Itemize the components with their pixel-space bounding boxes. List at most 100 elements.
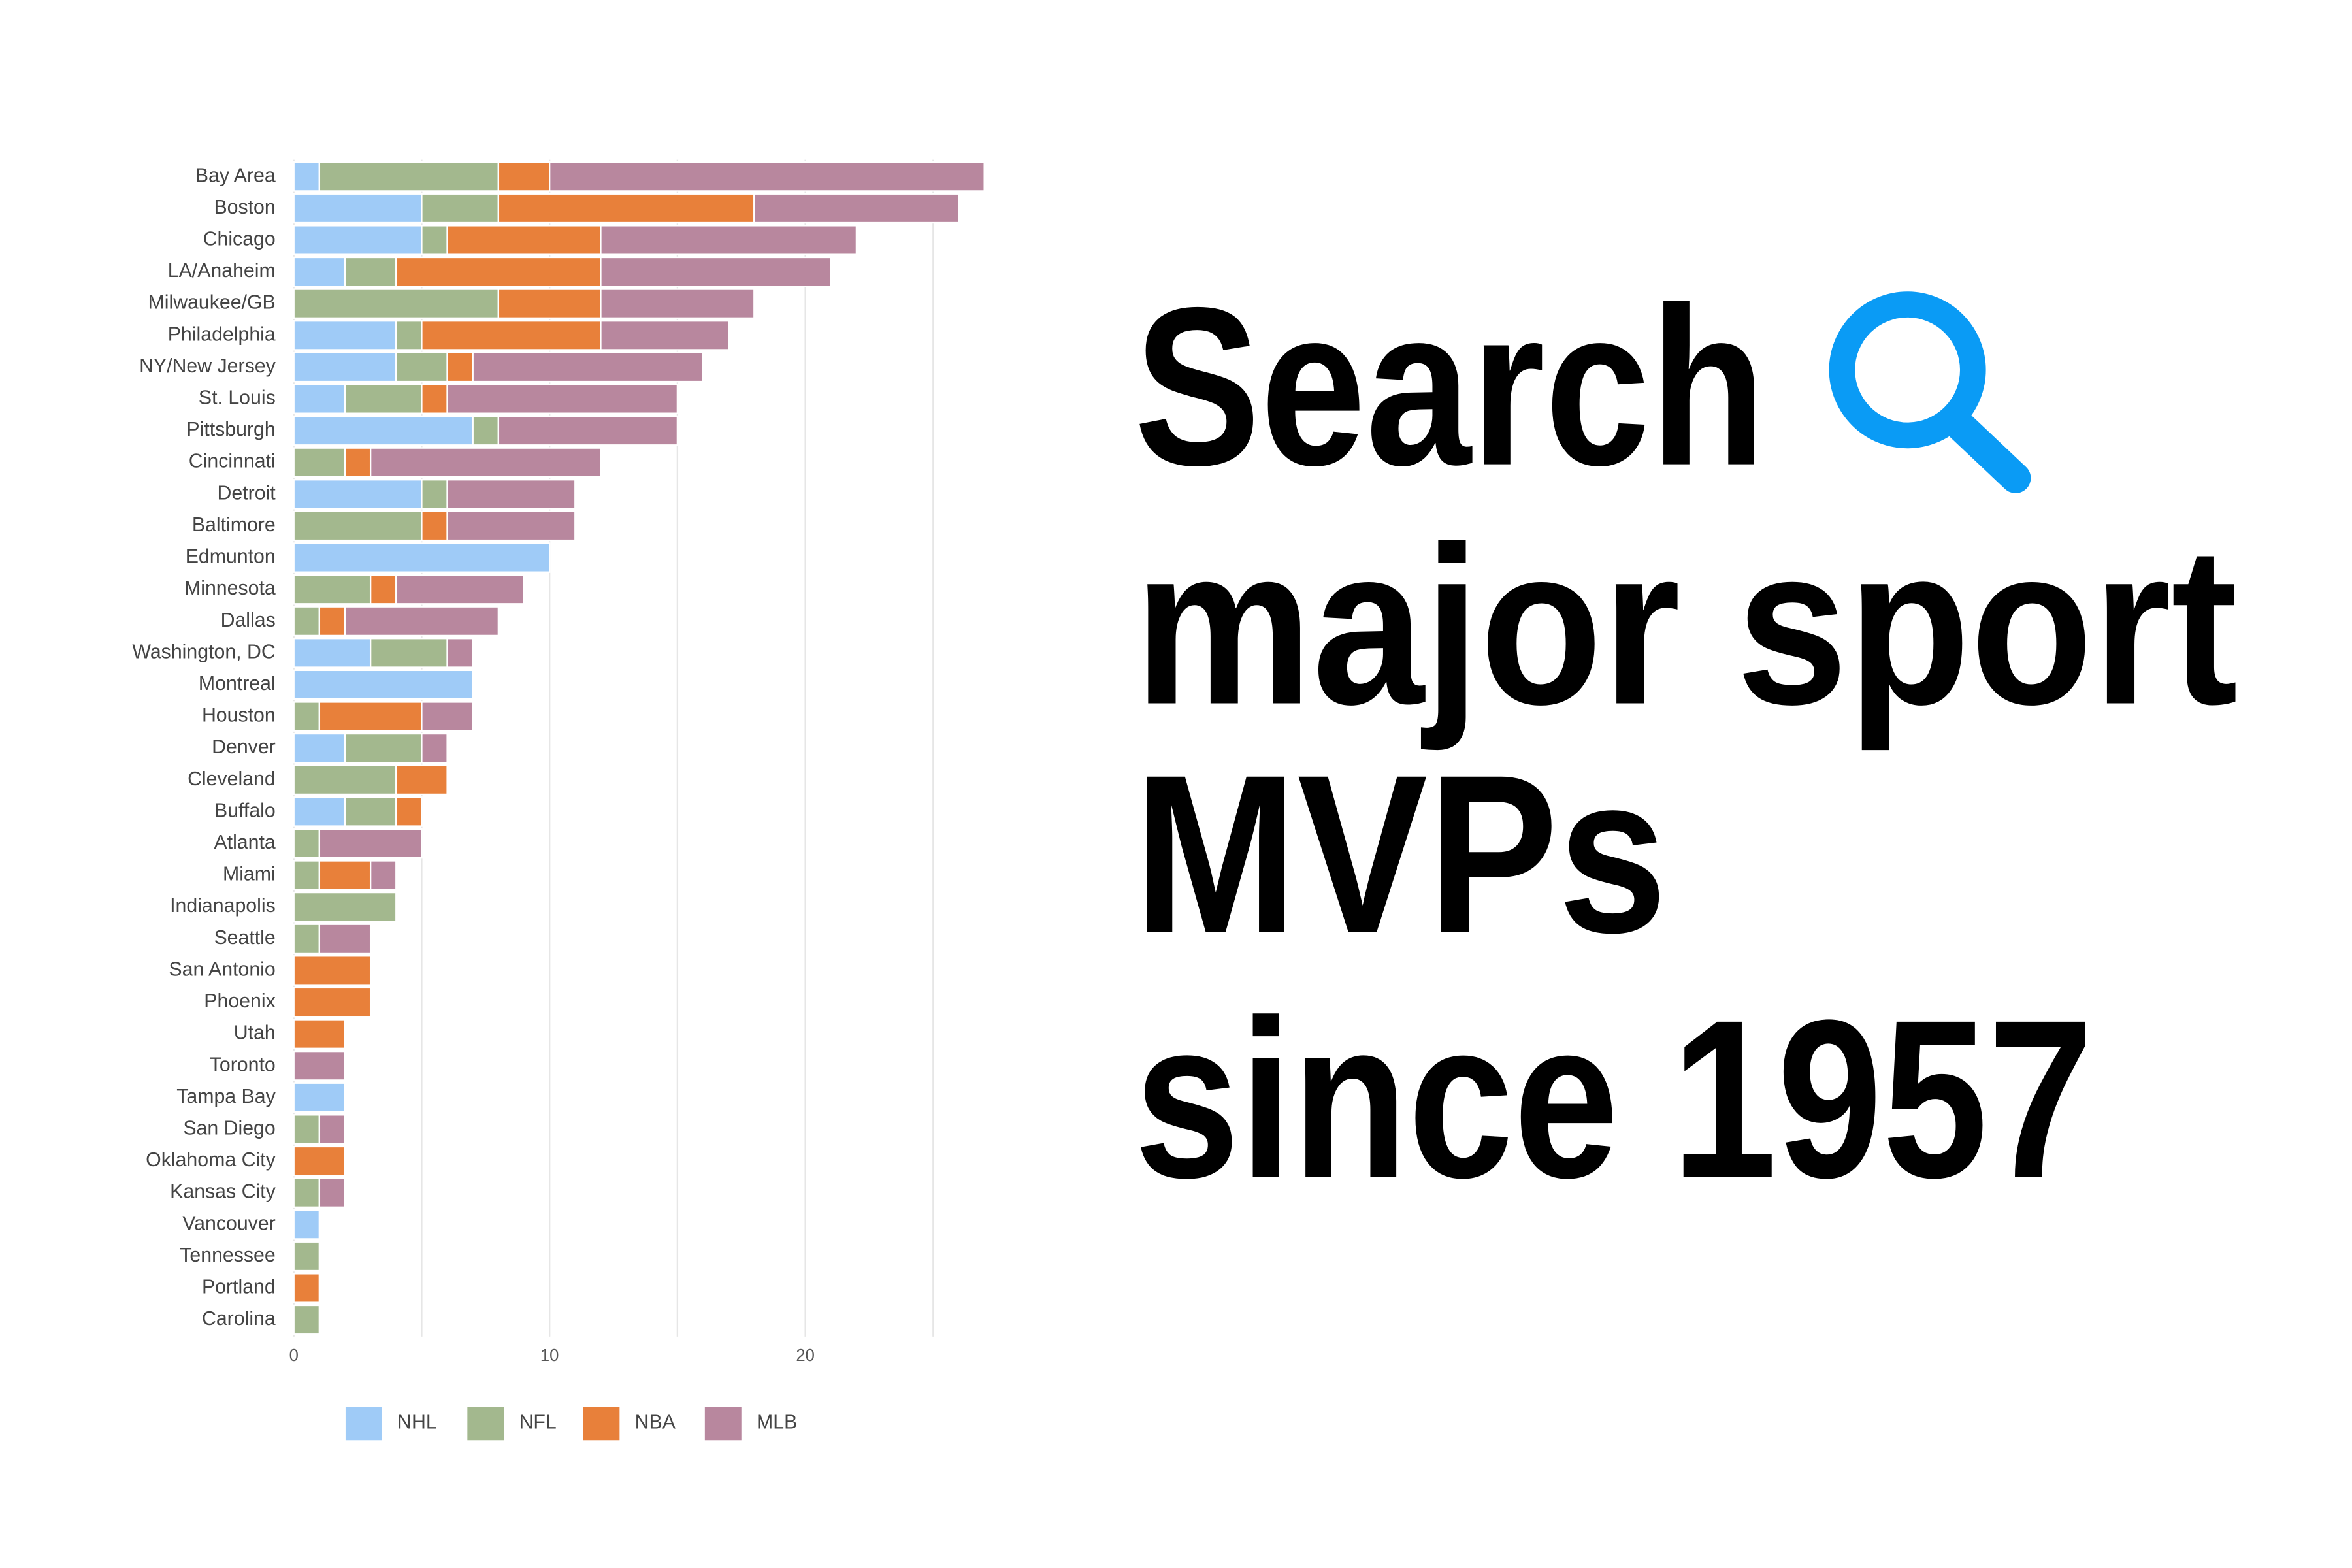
headline: MVPs bbox=[1134, 728, 1667, 980]
y-tick-label: Milwaukee/GB bbox=[148, 292, 276, 314]
y-tick-label: Bay Area bbox=[195, 165, 276, 186]
bar-segment bbox=[293, 415, 474, 446]
y-tick-label: Chicago bbox=[203, 229, 276, 250]
bar-segment bbox=[293, 1304, 321, 1335]
y-tick-label: Baltimore bbox=[192, 514, 276, 536]
y-tick-label: Tampa Bay bbox=[176, 1086, 276, 1107]
bar-segment bbox=[293, 1114, 321, 1145]
bar-segment bbox=[421, 225, 448, 255]
y-tick-label: Miami bbox=[223, 864, 276, 885]
y-tick-label: San Diego bbox=[183, 1117, 275, 1139]
bar-segment bbox=[293, 923, 321, 955]
bar-segment bbox=[600, 225, 858, 255]
bar-segment bbox=[472, 415, 500, 446]
bar-segment bbox=[293, 828, 321, 859]
x-tick-label: 20 bbox=[796, 1347, 815, 1365]
bar-segment bbox=[293, 447, 346, 478]
y-tick-label: Indianapolis bbox=[170, 895, 276, 917]
y-tick-label: Tennessee bbox=[180, 1245, 275, 1266]
bar-segment bbox=[293, 1241, 321, 1272]
y-tick-label: LA/Anaheim bbox=[168, 260, 276, 282]
y-tick-label: Cincinnati bbox=[189, 451, 276, 472]
bar-segment bbox=[395, 351, 448, 383]
headline: since 1957 bbox=[1134, 973, 2093, 1225]
y-tick-label: Carolina bbox=[202, 1308, 276, 1330]
y-tick-label: Cleveland bbox=[188, 768, 276, 790]
bar-segment bbox=[293, 574, 372, 605]
legend-label: NFL bbox=[519, 1412, 557, 1433]
bar-segment bbox=[293, 955, 372, 986]
bar-segment bbox=[293, 225, 423, 255]
y-tick-label: Utah bbox=[234, 1022, 276, 1044]
y-tick-label: Vancouver bbox=[182, 1213, 276, 1234]
headline: Search bbox=[1134, 261, 1766, 513]
bar-segment bbox=[421, 320, 602, 351]
legend-label: NBA bbox=[635, 1412, 676, 1433]
bar-segment bbox=[395, 320, 423, 351]
y-tick-label: Denver bbox=[212, 736, 276, 758]
bar-segment bbox=[497, 161, 551, 192]
y-tick-label: Washington, DC bbox=[132, 641, 275, 662]
bar-segment bbox=[753, 193, 960, 224]
y-tick-label: Edmunton bbox=[186, 546, 276, 568]
bar-segment bbox=[293, 1273, 321, 1303]
x-tick-label: 0 bbox=[289, 1347, 299, 1365]
bar-segment bbox=[293, 161, 321, 192]
bar-segment bbox=[549, 161, 985, 192]
bar-segment bbox=[446, 510, 576, 542]
legend-swatch bbox=[467, 1407, 504, 1441]
y-tick-label: Montreal bbox=[199, 673, 276, 694]
bar-segment bbox=[293, 1145, 346, 1177]
bar-segment bbox=[446, 479, 576, 510]
bar-segment bbox=[497, 288, 602, 319]
bar-segment bbox=[497, 193, 755, 224]
bar-segment bbox=[293, 638, 372, 668]
x-tick-label: 10 bbox=[540, 1347, 559, 1365]
bar-segment bbox=[421, 732, 448, 764]
bar-segment bbox=[293, 351, 397, 383]
legend-swatch bbox=[345, 1407, 382, 1441]
legend-swatch bbox=[583, 1407, 620, 1441]
bar-segment bbox=[600, 320, 730, 351]
bar-segment bbox=[421, 193, 500, 224]
bar-segment bbox=[600, 256, 832, 287]
bar-segment bbox=[293, 860, 321, 890]
bar-segment bbox=[446, 225, 602, 255]
bar-segment bbox=[318, 1177, 346, 1208]
bar-segment bbox=[293, 891, 397, 923]
bar-segment bbox=[318, 701, 423, 732]
bar-segment bbox=[344, 606, 500, 637]
bar-segment bbox=[293, 669, 474, 700]
headline: major sport bbox=[1134, 500, 2238, 753]
bar-segment bbox=[421, 510, 448, 542]
bar-segment bbox=[293, 796, 346, 827]
legend-label: NHL bbox=[397, 1412, 437, 1433]
y-tick-label: Kansas City bbox=[170, 1181, 276, 1203]
bar-segment bbox=[344, 256, 397, 287]
bar-segment bbox=[293, 320, 397, 351]
bar-segment bbox=[421, 701, 474, 732]
bar-segment bbox=[421, 384, 448, 414]
bar-segment bbox=[395, 796, 423, 827]
bar-segment bbox=[421, 479, 448, 510]
bar-segment bbox=[395, 764, 448, 796]
y-tick-label: Houston bbox=[202, 705, 276, 727]
bar-segment bbox=[293, 1177, 321, 1208]
y-tick-label: NY/New Jersey bbox=[139, 355, 276, 377]
y-tick-label: Minnesota bbox=[184, 578, 276, 599]
y-tick-label: Phoenix bbox=[204, 990, 275, 1012]
y-tick-label: San Antonio bbox=[169, 958, 275, 980]
bar-segment bbox=[293, 510, 423, 542]
bar-segment bbox=[369, 860, 397, 890]
bar-segment bbox=[318, 161, 500, 192]
bar-segment bbox=[318, 860, 372, 890]
y-tick-label: Toronto bbox=[210, 1054, 276, 1075]
legend-label: MLB bbox=[757, 1412, 797, 1433]
bar-segment bbox=[344, 796, 397, 827]
search-icon bbox=[1829, 291, 2031, 493]
bar-segment bbox=[318, 828, 423, 859]
bar-segment bbox=[446, 638, 474, 668]
legend-swatch bbox=[704, 1407, 742, 1441]
